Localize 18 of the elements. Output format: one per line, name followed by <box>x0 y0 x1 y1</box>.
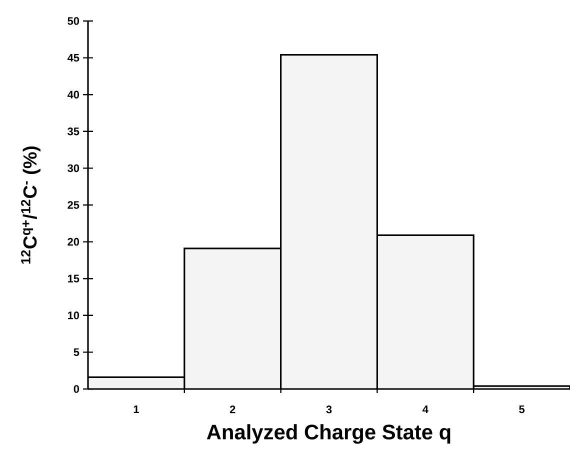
y-tick-label: 35 <box>68 128 80 136</box>
y-tick-label: 20 <box>68 238 80 246</box>
x-tick-label: 2 <box>230 406 236 414</box>
y-tick-label: 25 <box>68 201 80 209</box>
y-tick-label: 0 <box>74 385 80 393</box>
x-tick-label: 5 <box>519 406 525 414</box>
y-tick-label: 10 <box>68 312 80 320</box>
x-axis-title: Analyzed Charge State q <box>206 424 450 444</box>
y-tick-label: 40 <box>67 90 80 98</box>
y-tick-label: 50 <box>68 17 80 25</box>
x-tick-label: 3 <box>326 406 332 414</box>
y-axis-title: $^{12}$C$^{q+}$/$^{12}$C$^{-}$ (%) <box>21 146 40 264</box>
x-tick-label: 1 <box>134 406 139 414</box>
y-tick-label: 30 <box>68 164 80 172</box>
y-tick-label: 15 <box>68 274 80 282</box>
x-tick-label: 4 <box>422 406 428 414</box>
y-tick-label: 45 <box>67 54 80 62</box>
y-tick-label: 5 <box>74 348 80 356</box>
